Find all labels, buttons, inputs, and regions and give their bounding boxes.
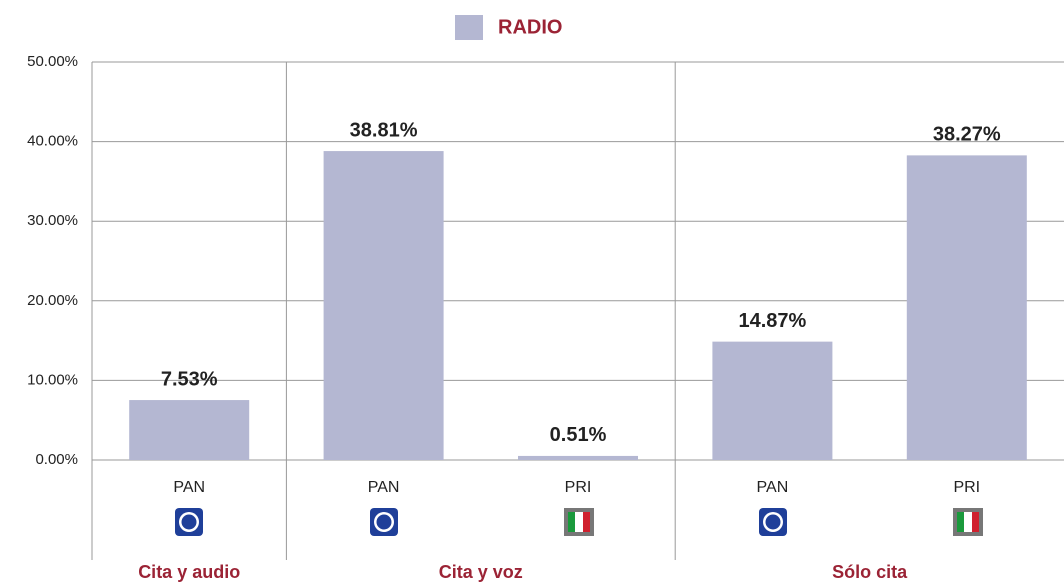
x-tick-label: PAN (368, 479, 400, 496)
bar (323, 151, 444, 461)
y-tick-label: 50.00% (27, 53, 78, 70)
legend-label: RADIO (498, 16, 562, 38)
bar (712, 341, 833, 460)
y-tick-label: 20.00% (27, 292, 78, 309)
y-tick-label: 40.00% (27, 133, 78, 150)
legend-swatch (455, 15, 483, 40)
pan-logo (175, 508, 203, 536)
bar (129, 400, 250, 460)
group-label: Cita y voz (439, 562, 523, 582)
pan-logo (759, 508, 787, 536)
x-tick-label: PRI (565, 479, 592, 496)
group-label: Cita y audio (138, 562, 240, 582)
x-tick-label: PRI (953, 479, 980, 496)
pri-logo (953, 508, 983, 536)
pri-logo (564, 508, 594, 536)
value-label: 14.87% (738, 310, 806, 332)
y-tick-label: 10.00% (27, 371, 78, 388)
bar (906, 155, 1027, 461)
bar (518, 455, 638, 460)
y-tick-label: 30.00% (27, 212, 78, 229)
y-tick-label: 0.00% (35, 451, 78, 468)
x-tick-label: PAN (173, 479, 205, 496)
value-label: 7.53% (161, 368, 218, 390)
value-label: 0.51% (550, 424, 607, 446)
value-label: 38.81% (350, 119, 418, 141)
group-label: Sólo cita (832, 562, 908, 582)
pan-logo (370, 508, 398, 536)
x-tick-label: PAN (757, 479, 789, 496)
value-label: 38.27% (933, 124, 1001, 146)
